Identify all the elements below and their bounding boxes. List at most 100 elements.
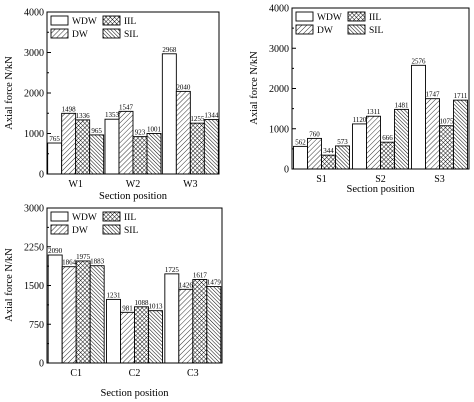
- y-tick-label: 1000: [269, 124, 289, 135]
- y-tick-label: 750: [29, 320, 44, 331]
- bar-dw-s3: [425, 98, 440, 170]
- legend-swatch-wdw: [295, 11, 314, 22]
- data-label-iil-c2: 1088: [135, 299, 150, 307]
- y-tick-label: 2250: [24, 242, 44, 253]
- legend-swatch-sil: [102, 28, 121, 39]
- bar-sil-s2: [394, 108, 409, 170]
- data-label-wdw-w1: 765: [49, 135, 60, 143]
- bar-wdw-w3: [161, 53, 177, 175]
- data-label-wdw-s2: 1120: [353, 116, 367, 124]
- legend-swatch-sil: [102, 224, 121, 235]
- y-tick-label: 4000: [269, 4, 289, 15]
- bar-iil-c3: [192, 279, 208, 364]
- legend-label-wdw: WDW: [72, 213, 97, 223]
- y-tick-label: 0: [284, 165, 289, 176]
- legend-swatch-wdw: [50, 211, 69, 222]
- bar-dw-s1: [307, 137, 322, 170]
- bar-iil-s2: [380, 141, 395, 170]
- legend-label-sil: SIL: [369, 26, 383, 36]
- bar-iil-s3: [439, 125, 454, 170]
- data-label-wdw-c2: 1231: [107, 291, 122, 299]
- bar-sil-c1: [89, 265, 105, 364]
- bar-sil-s1: [335, 145, 350, 170]
- data-label-dw-w3: 2040: [176, 83, 191, 91]
- data-label-sil-s3: 1711: [454, 92, 468, 100]
- legend-swatch-dw: [50, 28, 69, 39]
- data-label-sil-s1: 573: [337, 138, 348, 146]
- y-axis-title: Axial force N/kN: [4, 56, 15, 130]
- data-label-wdw-s3: 2576: [412, 57, 427, 65]
- data-label-iil-w1: 1336: [76, 112, 91, 120]
- legend-label-dw: DW: [317, 26, 333, 36]
- legend-swatch-sil: [347, 24, 366, 35]
- y-tick-label: 1500: [24, 281, 44, 292]
- data-label-sil-w2: 1001: [147, 125, 162, 133]
- x-tick-label-s3: S3: [434, 174, 445, 185]
- legend: WDW IIL DW SIL: [50, 211, 138, 236]
- bar-sil-c3: [206, 286, 222, 364]
- x-tick-label-s2: S2: [375, 174, 386, 185]
- data-label-dw-c2: 981: [122, 304, 133, 312]
- x-tick-label-w1: W1: [68, 179, 82, 190]
- x-tick-label-c2: C2: [129, 368, 141, 379]
- legend-label-wdw: WDW: [317, 13, 342, 23]
- legend-label-dw: DW: [72, 226, 88, 236]
- legend-label-iil: IIL: [124, 213, 136, 223]
- y-tick-label: 3000: [24, 204, 44, 215]
- y-axis-title: Axial force N/kN: [4, 248, 15, 322]
- bar-dw-c1: [61, 266, 77, 364]
- bar-iil-s1: [321, 154, 336, 170]
- bar-wdw-c1: [47, 254, 63, 364]
- bar-dw-s2: [366, 115, 381, 170]
- data-label-iil-w2: 923: [135, 129, 146, 137]
- x-tick-label-c3: C3: [187, 368, 199, 379]
- bar-dw-w2: [118, 110, 134, 175]
- data-label-wdw-c1: 2090: [48, 247, 63, 255]
- legend-label-sil: SIL: [124, 30, 138, 40]
- data-label-dw-s2: 1311: [367, 108, 381, 116]
- legend-swatch-dw: [295, 24, 314, 35]
- legend-swatch-wdw: [50, 15, 69, 26]
- y-tick-label: 0: [39, 170, 44, 181]
- y-tick-label: 3000: [24, 48, 44, 59]
- data-label-iil-s1: 344: [323, 147, 334, 155]
- data-label-iil-s3: 1075: [440, 118, 455, 126]
- data-label-wdw-w2: 1353: [105, 111, 120, 119]
- x-axis-title: Section position: [99, 191, 168, 202]
- data-label-sil-c3: 1479: [207, 279, 222, 287]
- legend-label-iil: IIL: [369, 13, 381, 23]
- data-label-dw-c3: 1426: [179, 281, 194, 289]
- bar-iil-c1: [75, 260, 91, 364]
- data-label-dw-w2: 1547: [119, 103, 134, 111]
- legend-label-wdw: WDW: [72, 17, 97, 27]
- data-label-sil-c1: 1883: [90, 258, 105, 266]
- bar-dw-w3: [175, 90, 191, 175]
- data-label-sil-c2: 1013: [149, 303, 164, 311]
- data-label-dw-s3: 1747: [426, 91, 441, 99]
- data-label-iil-c3: 1617: [193, 271, 208, 279]
- legend-swatch-iil: [347, 11, 366, 22]
- bar-wdw-w1: [47, 142, 63, 175]
- bar-iil-w1: [75, 119, 91, 175]
- bar-dw-c2: [120, 311, 135, 364]
- bar-iil-c2: [134, 306, 149, 364]
- legend-label-sil: SIL: [124, 226, 138, 236]
- y-tick-label: 0: [39, 359, 44, 370]
- legend-label-iil: IIL: [124, 17, 136, 27]
- x-tick-label-s1: S1: [316, 174, 327, 185]
- y-tick-label: 3000: [269, 44, 289, 55]
- bar-sil-w2: [146, 133, 162, 175]
- legend-label-dw: DW: [72, 30, 88, 40]
- data-label-sil-w3: 1344: [204, 112, 219, 120]
- x-axis-title: Section position: [347, 184, 416, 195]
- y-tick-label: 4000: [24, 8, 44, 19]
- data-label-wdw-w3: 2968: [162, 46, 177, 54]
- data-label-wdw-c3: 1725: [165, 266, 180, 274]
- x-tick-label-c1: C1: [70, 368, 82, 379]
- bar-sil-w1: [89, 134, 105, 175]
- y-tick-label: 2000: [24, 89, 44, 100]
